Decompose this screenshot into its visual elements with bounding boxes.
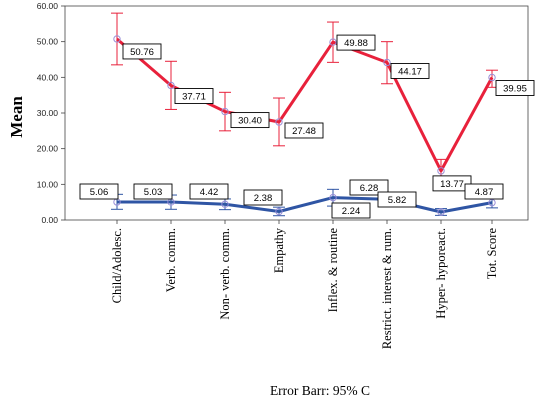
data-label: 2.24 — [342, 206, 361, 217]
data-label-box — [122, 43, 162, 60]
x-tick-label: Non- verb. comm. — [218, 228, 232, 320]
data-label: 27.48 — [292, 126, 316, 137]
data-point — [221, 200, 229, 208]
data-label: 2.38 — [254, 193, 273, 204]
data-point — [488, 73, 496, 82]
series-line — [116, 37, 494, 173]
x-tick-label: Empathy — [272, 227, 286, 273]
data-label-box — [336, 34, 376, 51]
data-point — [329, 38, 337, 46]
data-label-box — [243, 189, 283, 206]
data-label: 6.28 — [360, 183, 379, 194]
y-tick-label: 60.00 — [37, 1, 59, 11]
data-label-box — [189, 183, 229, 200]
data-point — [437, 167, 445, 175]
data-label-box — [390, 63, 430, 79]
x-tick-label: Restrict. interest & rum. — [380, 228, 394, 349]
data-point — [329, 193, 337, 202]
data-label-box — [284, 122, 324, 139]
y-axis-label: Mean — [7, 96, 26, 138]
data-label: 44.17 — [398, 66, 422, 77]
data-label: 5.06 — [90, 187, 109, 198]
x-tick-label: Inflex. & routine — [326, 228, 340, 313]
data-label: 49.88 — [344, 38, 368, 49]
y-tick-label: 0.00 — [41, 215, 58, 225]
data-point — [113, 35, 121, 43]
data-point — [383, 58, 391, 67]
data-label: 4.42 — [200, 187, 219, 198]
data-point — [221, 107, 229, 116]
y-tick-label: 30.00 — [37, 108, 59, 118]
y-tick-label: 10.00 — [37, 179, 59, 189]
data-label-box — [432, 175, 472, 192]
data-point — [167, 81, 175, 90]
data-point — [275, 118, 283, 126]
y-tick-label: 40.00 — [37, 72, 59, 82]
data-label-box — [464, 183, 504, 200]
data-label: 39.95 — [503, 84, 527, 95]
data-label-box — [377, 191, 417, 208]
data-label-box — [349, 179, 389, 196]
y-tick-label: 20.00 — [37, 144, 59, 154]
data-label: 5.82 — [388, 195, 407, 206]
data-point — [437, 208, 445, 216]
data-label-box — [174, 88, 214, 104]
x-tick-label: Verb. comm. — [164, 228, 178, 292]
data-label: 50.76 — [130, 47, 154, 58]
data-label: 5.03 — [144, 187, 163, 198]
x-tick-label: Child/Adolesc. — [110, 228, 124, 303]
data-label: 4.87 — [475, 187, 494, 198]
series-line — [116, 196, 493, 214]
data-label-box — [230, 112, 270, 129]
x-tick-label: Tot. Score — [485, 228, 499, 280]
data-label: 13.77 — [440, 179, 464, 190]
data-label: 37.71 — [182, 92, 206, 103]
data-label-box — [133, 183, 173, 200]
data-point — [275, 207, 283, 216]
y-tick-label: 50.00 — [37, 37, 59, 47]
data-label-box — [331, 202, 371, 219]
x-tick-label: Hyper- hyporeact. — [434, 228, 448, 319]
data-label-box — [495, 80, 535, 96]
data-label: 30.40 — [238, 116, 262, 127]
x-axis-label: Error Barr: 95% C — [270, 383, 370, 398]
data-label-box — [79, 183, 119, 200]
